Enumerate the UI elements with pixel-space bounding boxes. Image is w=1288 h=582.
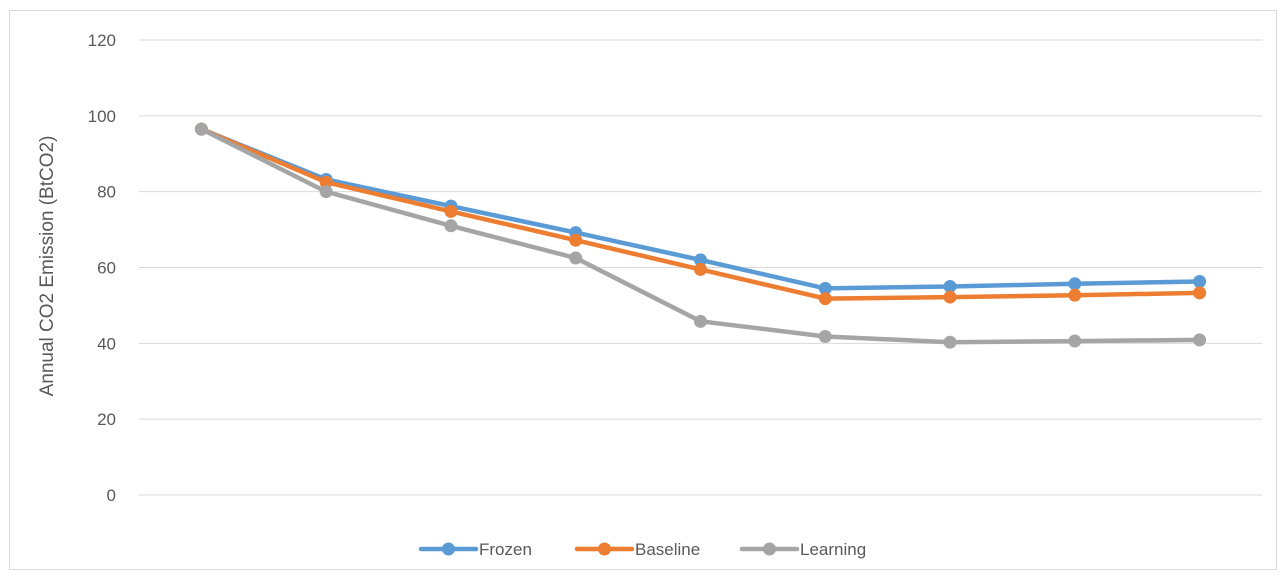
data-point [1193, 286, 1207, 300]
y-tick-label: 80 [97, 183, 116, 202]
legend: Frozen Baseline Learning [418, 540, 866, 559]
y-tick-label: 20 [97, 410, 116, 429]
data-point [943, 279, 957, 293]
data-point [194, 122, 208, 136]
series-line-learning [199, 126, 1202, 345]
data-point [569, 233, 583, 247]
y-tick-label: 120 [88, 31, 116, 50]
data-point [319, 185, 333, 199]
legend-swatch-marker [598, 542, 611, 556]
data-point [1193, 275, 1207, 289]
legend-label: Frozen [479, 540, 532, 559]
data-point [319, 175, 333, 189]
y-tick-labels: 0 20 40 60 80 100 120 [88, 31, 116, 505]
y-tick-label: 100 [88, 107, 116, 126]
data-point [444, 204, 458, 218]
data-point [694, 314, 707, 328]
data-point [1068, 288, 1082, 302]
data-point [569, 251, 583, 265]
series-baseline [194, 122, 1207, 306]
data-point [694, 262, 707, 276]
y-tick-label: 60 [97, 259, 116, 278]
legend-label: Learning [800, 540, 866, 559]
legend-swatch-marker [763, 542, 776, 556]
legend-swatch-marker [442, 542, 455, 556]
data-point [694, 253, 707, 267]
series-layer [194, 122, 1207, 349]
data-point [818, 281, 832, 295]
data-point [818, 330, 832, 344]
y-axis-title: Annual CO2 Emission (BtCO2) [37, 136, 58, 397]
data-point [1193, 333, 1207, 347]
data-point [1068, 277, 1082, 291]
y-tick-label: 40 [97, 334, 116, 353]
data-point [943, 335, 957, 349]
data-point [444, 219, 458, 233]
data-point [943, 290, 957, 304]
data-point [818, 292, 832, 306]
legend-item-frozen: Frozen [418, 540, 532, 559]
legend-item-baseline: Baseline [574, 540, 700, 559]
y-tick-label: 0 [107, 486, 116, 505]
legend-item-learning: Learning [739, 540, 866, 559]
data-point [1068, 334, 1082, 348]
legend-label: Baseline [635, 540, 700, 559]
series-learning [194, 122, 1207, 349]
